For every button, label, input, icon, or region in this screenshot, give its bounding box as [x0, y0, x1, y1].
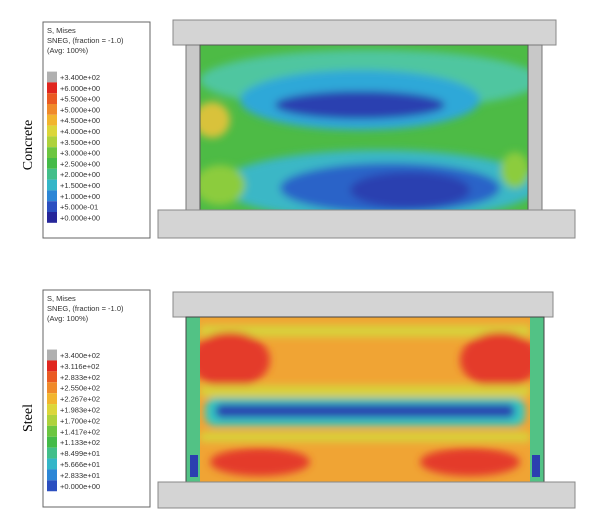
legend-label: +2.833e+02: [60, 373, 100, 382]
legend-label: +6.000e+00: [60, 84, 100, 93]
legend-swatch: [47, 125, 57, 137]
legend-label: +2.833e+01: [60, 471, 100, 480]
legend-label: +2.500e+00: [60, 159, 100, 168]
legend-swatch: [47, 382, 57, 394]
legend-label: +1.700e+02: [60, 416, 100, 425]
row-label: Concrete: [21, 120, 36, 171]
legend-label: +2.267e+02: [60, 395, 100, 404]
legend-swatch: [47, 447, 57, 459]
legend-label: +3.400e+02: [60, 351, 100, 360]
legend-title: SNEG, (fraction = -1.0): [47, 36, 124, 45]
legend-title: (Avg: 100%): [47, 314, 89, 323]
legend-label: +3.116e+02: [60, 362, 100, 371]
legend-label: +2.550e+02: [60, 384, 100, 393]
legend-label: +4.500e+00: [60, 116, 100, 125]
legend-label: +3.400e+02: [60, 73, 100, 82]
legend-swatch: [47, 93, 57, 104]
legend-swatch: [47, 136, 57, 148]
legend-box: [42, 21, 151, 239]
legend-label: +1.983e+02: [60, 406, 100, 415]
legend-label: +1.133e+02: [60, 438, 100, 447]
legend-label: +5.666e+01: [60, 460, 100, 469]
legend-label: +3.500e+00: [60, 138, 100, 147]
legend-swatch: [47, 436, 57, 448]
legend-swatch: [47, 360, 57, 372]
legend-swatch: [47, 104, 57, 115]
legend-label: +5.500e+00: [60, 95, 100, 104]
steel-model: [157, 291, 576, 509]
legend-swatch: [47, 393, 57, 405]
legend-label: +1.000e+00: [60, 192, 100, 201]
legend-label: +2.000e+00: [60, 170, 100, 179]
legend-swatch: [47, 82, 57, 94]
legend-label: +4.000e+00: [60, 127, 100, 136]
legend-label: +8.499e+01: [60, 449, 100, 458]
legend-swatch: [47, 349, 57, 361]
legend-swatch: [47, 190, 57, 202]
legend-title: S, Mises: [47, 26, 76, 35]
legend-swatch: [47, 212, 57, 223]
legend-swatch: [47, 480, 57, 492]
legend-swatch: [47, 458, 57, 470]
legend-label: +5.000e+00: [60, 105, 100, 114]
legend-swatch: [47, 71, 57, 83]
legend-title: S, Mises: [47, 294, 76, 303]
legend-title: (Avg: 100%): [47, 46, 89, 55]
legend-swatch: [47, 414, 57, 426]
legend-swatch: [47, 158, 57, 169]
legend-swatch: [47, 114, 57, 126]
legend-label: +0.000e+00: [60, 213, 100, 222]
legend-title: SNEG, (fraction = -1.0): [47, 304, 124, 313]
legend-swatch: [47, 469, 57, 481]
legend-swatch: [47, 147, 57, 158]
concrete-model: [157, 19, 576, 239]
legend-swatch: [47, 201, 57, 212]
legend-box: [42, 289, 151, 508]
legend-swatch: [47, 404, 57, 415]
legend-label: +3.000e+00: [60, 149, 100, 158]
legend-swatch: [47, 168, 57, 180]
legend-swatch: [47, 179, 57, 191]
legend-label: +5.000e-01: [60, 203, 98, 212]
legend-swatch: [47, 425, 57, 437]
legend-label: +1.500e+00: [60, 181, 100, 190]
legend-swatch: [47, 371, 57, 383]
legend-label: +1.417e+02: [60, 427, 100, 436]
row-label: Steel: [21, 404, 36, 432]
legend-label: +0.000e+00: [60, 482, 100, 491]
